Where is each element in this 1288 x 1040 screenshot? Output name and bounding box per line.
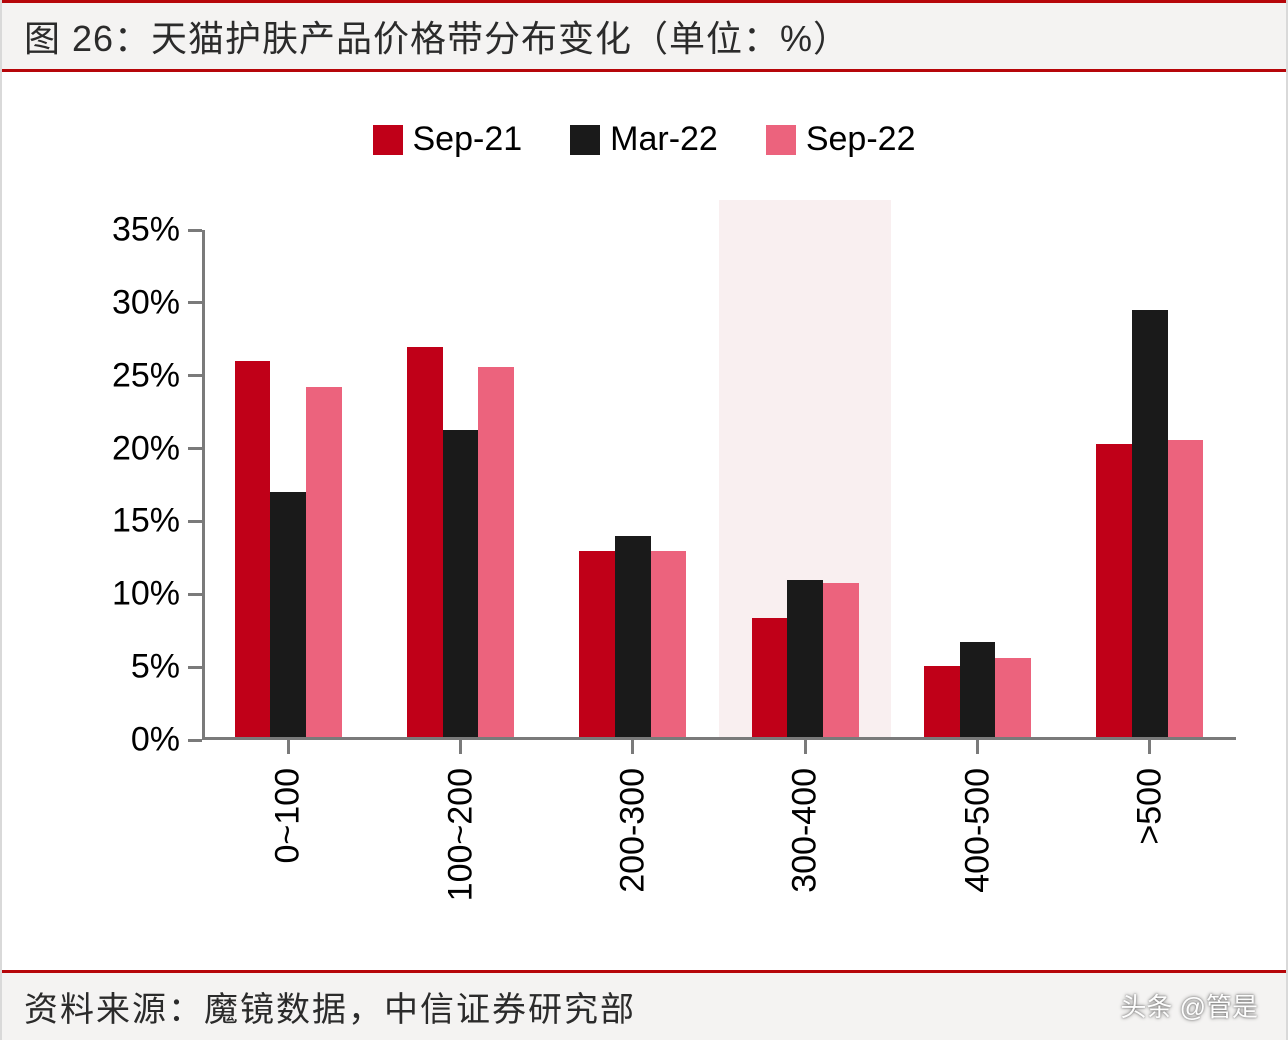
y-tick <box>188 374 202 377</box>
y-tick <box>188 520 202 523</box>
bar-Mar-22-400-500 <box>960 642 996 740</box>
legend-item-1: Mar-22 <box>570 120 718 159</box>
y-tick <box>188 666 202 669</box>
y-axis-label: 30% <box>112 283 180 322</box>
bar-Mar-22-200-300 <box>615 536 651 740</box>
legend-item-0: Sep-21 <box>373 120 523 159</box>
bar-Sep-22-0~100 <box>306 387 342 740</box>
legend-swatch <box>570 125 600 155</box>
y-tick <box>188 301 202 304</box>
y-axis-label: 20% <box>112 429 180 468</box>
x-tick <box>287 740 290 754</box>
bar-Sep-22->500 <box>1168 440 1204 740</box>
bar-Sep-22-300-400 <box>823 583 859 740</box>
y-axis-label: 25% <box>112 356 180 395</box>
y-tick <box>188 593 202 596</box>
title-bar: 图 26：天猫护肤产品价格带分布变化（单位：%） <box>2 0 1286 72</box>
bar-Sep-21-400-500 <box>924 666 960 740</box>
y-axis-label: 5% <box>131 648 180 687</box>
y-tick <box>188 229 202 232</box>
y-tick <box>188 739 202 742</box>
x-tick <box>804 740 807 754</box>
figure-title: 图 26：天猫护肤产品价格带分布变化（单位：%） <box>24 10 850 62</box>
y-tick <box>188 447 202 450</box>
source-bar: 资料来源：魔镜数据，中信证券研究部 <box>2 970 1286 1040</box>
plot-area: 0%5%10%15%20%25%30%35%0~100100~200200-30… <box>202 230 1236 740</box>
legend-label: Sep-22 <box>806 120 916 159</box>
legend-label: Sep-21 <box>413 120 523 159</box>
bar-Sep-21->500 <box>1096 444 1132 740</box>
chart-area: 0% 5% 10% 15% 20% 25% 30% 35% 0~100 100~200 200-30… <box>92 210 1246 940</box>
bar-Mar-22->500 <box>1132 310 1168 740</box>
x-axis-label: 400-500 <box>958 768 997 893</box>
x-axis-label: 300-400 <box>786 768 825 893</box>
bar-Mar-22-300-400 <box>787 580 823 740</box>
x-axis-label: >500 <box>1130 768 1169 845</box>
x-axis-label: 200-300 <box>613 768 652 893</box>
legend: Sep-21 Mar-22 Sep-22 <box>2 120 1286 159</box>
legend-swatch <box>766 125 796 155</box>
legend-swatch <box>373 125 403 155</box>
legend-item-2: Sep-22 <box>766 120 916 159</box>
x-axis-line <box>202 737 1236 740</box>
y-axis-line <box>202 230 205 740</box>
bar-Sep-22-200-300 <box>651 551 687 740</box>
x-axis-label: 100~200 <box>441 768 480 901</box>
bar-Mar-22-100~200 <box>443 430 479 740</box>
source-text: 资料来源：魔镜数据，中信证券研究部 <box>24 982 636 1031</box>
bar-Sep-21-300-400 <box>752 618 788 740</box>
plot-inner: 0%5%10%15%20%25%30%35%0~100100~200200-30… <box>202 230 1236 740</box>
bar-Sep-22-100~200 <box>478 367 514 740</box>
y-axis-label: 10% <box>112 575 180 614</box>
bar-Sep-21-200-300 <box>579 551 615 740</box>
y-axis-label: 15% <box>112 502 180 541</box>
legend-label: Mar-22 <box>610 120 718 159</box>
bar-Sep-21-0~100 <box>235 361 271 740</box>
x-tick <box>631 740 634 754</box>
figure-frame: 图 26：天猫护肤产品价格带分布变化（单位：%） Sep-21Mar-22Sep… <box>0 0 1288 1040</box>
x-axis-label: 0~100 <box>269 768 308 864</box>
y-axis-label: 0% <box>131 721 180 760</box>
bar-Sep-22-400-500 <box>995 658 1031 740</box>
x-tick <box>459 740 462 754</box>
x-tick <box>976 740 979 754</box>
bar-Sep-21-100~200 <box>407 347 443 740</box>
x-tick <box>1148 740 1151 754</box>
bar-Mar-22-0~100 <box>270 492 306 740</box>
y-axis-label: 35% <box>112 211 180 250</box>
